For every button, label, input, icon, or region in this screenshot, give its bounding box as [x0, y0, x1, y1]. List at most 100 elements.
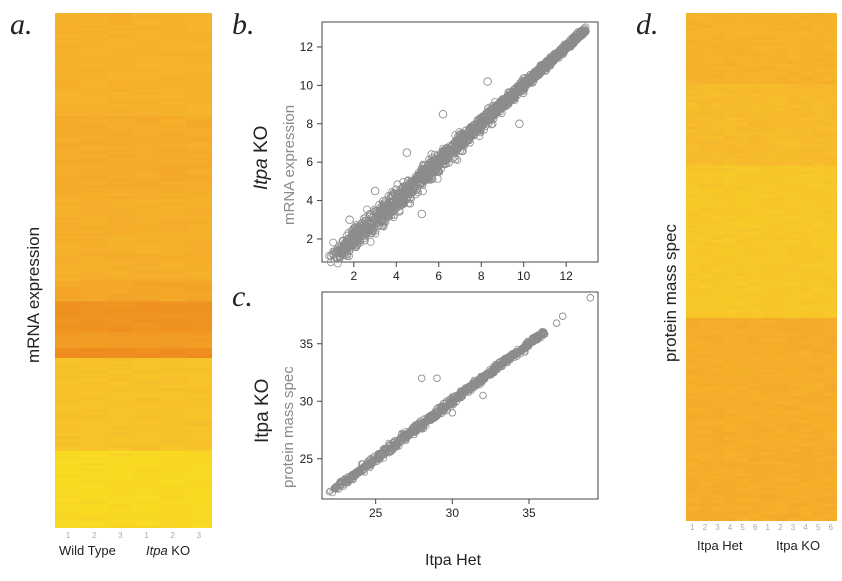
heatmap-cell [824, 84, 837, 88]
heatmap-cell [786, 299, 800, 304]
heatmap-cell [107, 399, 135, 404]
heatmap-cell [55, 208, 82, 212]
heatmap-cell [799, 234, 813, 238]
heatmap-cell [799, 156, 813, 160]
heatmap-cell [736, 198, 750, 202]
heatmap-cell [55, 370, 82, 374]
heatmap-cell [159, 492, 187, 496]
heatmap-cell [81, 316, 108, 321]
heatmap-cell [185, 498, 212, 502]
heatmap-cell [799, 305, 813, 310]
heatmap-cell [774, 299, 788, 304]
heatmap-cell [698, 183, 712, 187]
heatmap-cell [811, 51, 826, 56]
heatmap-cell [133, 241, 161, 246]
heatmap-cell [185, 444, 212, 449]
heatmap-cell [133, 187, 161, 191]
scatter-point [384, 199, 392, 208]
heatmap-cell [55, 262, 82, 267]
heatmap-cell [761, 114, 775, 118]
heatmap-cell [159, 516, 187, 520]
heatmap-cell [736, 117, 750, 121]
heatmap-cell [686, 287, 700, 292]
scatter-point [432, 155, 440, 164]
heatmap-cell [723, 210, 737, 214]
heatmap-cell [799, 290, 813, 295]
heatmap-cell [55, 229, 82, 234]
heatmap-cell [185, 295, 212, 300]
heatmap-cell [107, 130, 135, 135]
heatmap-cell [686, 33, 700, 38]
heatmap-cell [55, 501, 82, 505]
heatmap-cell [107, 43, 135, 47]
heatmap-cell [159, 112, 187, 117]
heatmap-cell [799, 296, 813, 301]
heatmap-cell [824, 189, 837, 193]
heatmap-cell [824, 42, 837, 47]
heatmap-cell [133, 151, 161, 156]
heatmap-cell [723, 141, 737, 145]
heatmap-cell [185, 516, 212, 520]
heatmap-cell [107, 504, 135, 508]
heatmap-cell [81, 411, 108, 416]
heatmap-cell [799, 96, 813, 100]
heatmap-cell [723, 305, 737, 310]
heatmap-cell [107, 55, 135, 60]
heatmap-cell [159, 64, 187, 69]
heatmap-cell [748, 63, 763, 67]
heatmap-cell [824, 48, 837, 53]
heatmap-cell [185, 450, 212, 455]
heatmap-cell [159, 519, 187, 523]
heatmap-cell [711, 302, 725, 307]
heatmap-cell [185, 486, 212, 490]
heatmap-cell [107, 70, 135, 75]
heatmap-cell [786, 129, 800, 133]
heatmap-cell [185, 411, 212, 416]
heatmap-cell [107, 375, 135, 380]
heatmap-cell [55, 34, 82, 38]
heatmap-cell [799, 293, 813, 298]
heatmap-cell [748, 36, 763, 41]
heatmap-cell [811, 96, 826, 100]
heatmap-cell [736, 252, 750, 256]
heatmap-cell [185, 313, 212, 318]
heatmap-cell [698, 99, 712, 103]
heatmap-cell [711, 30, 725, 35]
heatmap-cell [159, 13, 187, 17]
scatter-point [347, 226, 356, 235]
heatmap-cell [55, 55, 82, 60]
heatmap-cell [748, 219, 763, 223]
heatmap-cell [811, 240, 826, 244]
heatmap-cell [811, 204, 826, 208]
heatmap-cell [698, 240, 712, 244]
heatmap-cell [824, 114, 837, 118]
heatmap-cell [107, 405, 135, 410]
panel-c-ylabel: Itpa KO [252, 378, 273, 443]
heatmap-cell [711, 105, 725, 109]
heatmap-cell [824, 240, 837, 244]
heatmap-cell [811, 141, 826, 145]
heatmap-cell [55, 190, 82, 194]
scatter-point [342, 477, 350, 485]
heatmap-cell [133, 450, 161, 455]
heatmap-cell [786, 141, 800, 145]
heatmap-cell [761, 192, 775, 196]
heatmap-cell [686, 216, 700, 220]
heatmap-cell [81, 116, 108, 120]
heatmap-cell [55, 163, 82, 168]
heatmap-cell [786, 150, 800, 154]
heatmap-cell [185, 178, 212, 182]
heatmap-cell [159, 408, 187, 413]
heatmap-cell [133, 37, 161, 41]
heatmap-cell [107, 250, 135, 255]
heatmap-cell [81, 100, 108, 105]
heatmap-cell [55, 157, 82, 162]
heatmap-cell [786, 156, 800, 160]
heatmap-cell [799, 78, 813, 82]
heatmap-cell [107, 492, 135, 496]
heatmap-cell [55, 390, 82, 395]
heatmap-cell [133, 34, 161, 38]
heatmap-cell [159, 40, 187, 44]
heatmap-cell [159, 462, 187, 467]
heatmap-cell [774, 293, 788, 298]
